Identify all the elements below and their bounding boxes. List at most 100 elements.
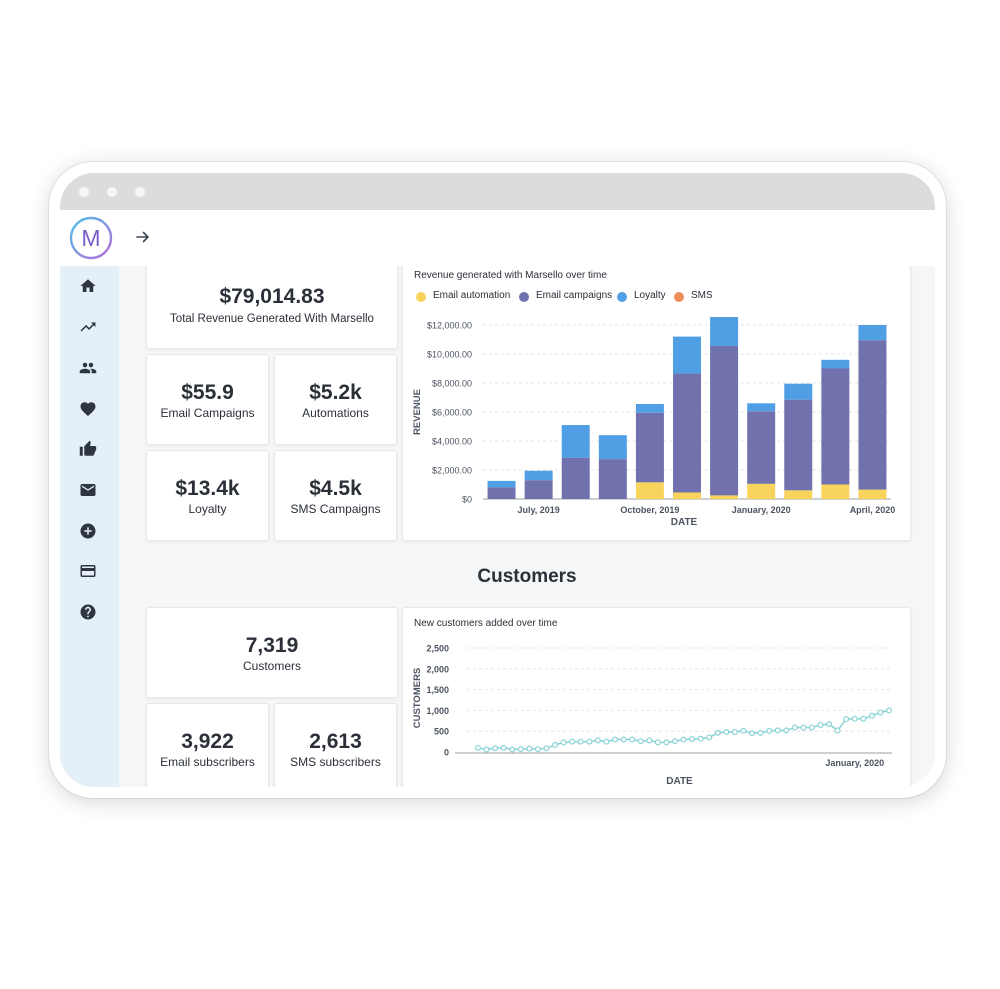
data-point bbox=[877, 709, 884, 716]
data-point bbox=[766, 727, 773, 734]
bar-loyalty bbox=[524, 470, 553, 481]
data-point bbox=[706, 734, 713, 741]
bar-loyalty bbox=[673, 336, 701, 374]
legend-label: Email campaigns bbox=[536, 290, 613, 301]
bar-email-campaigns bbox=[487, 487, 516, 499]
mail-icon[interactable] bbox=[79, 481, 97, 499]
home-icon[interactable] bbox=[79, 277, 97, 295]
customers-total-label: Customers bbox=[242, 659, 301, 673]
customers-section-title: Customers bbox=[477, 566, 577, 587]
data-point bbox=[749, 730, 756, 737]
loyalty-label: Loyalty bbox=[188, 502, 227, 516]
total-revenue-card: $79,014.83 Total Revenue Generated With … bbox=[146, 266, 398, 349]
heart-icon[interactable] bbox=[79, 400, 97, 418]
data-point bbox=[509, 746, 516, 753]
revenue-chart-card: Revenue generated with Marsello over tim… bbox=[402, 266, 911, 541]
people-icon[interactable] bbox=[79, 359, 97, 377]
data-point bbox=[689, 736, 696, 743]
sms-campaigns-card: $4.5k SMS Campaigns bbox=[274, 450, 397, 541]
total-revenue-value: $79,014.83 bbox=[219, 285, 325, 308]
data-point bbox=[868, 712, 875, 719]
data-point bbox=[817, 721, 824, 728]
data-point bbox=[783, 727, 790, 734]
help-icon[interactable] bbox=[79, 603, 97, 621]
y-tick-label: 2,000 bbox=[426, 664, 449, 674]
data-point bbox=[603, 738, 610, 745]
bar-email-campaigns bbox=[635, 412, 664, 483]
data-point bbox=[500, 744, 507, 751]
legend-dot bbox=[519, 292, 529, 302]
y-tick-label: 500 bbox=[434, 727, 449, 737]
app-header: M bbox=[60, 210, 935, 267]
data-point bbox=[808, 724, 815, 731]
thumbs-up-icon[interactable] bbox=[79, 440, 97, 458]
data-point bbox=[620, 736, 627, 743]
data-point bbox=[586, 738, 593, 745]
bar-email-campaigns bbox=[598, 459, 627, 499]
x-tick-label: October, 2019 bbox=[620, 505, 679, 515]
automations-value: $5.2k bbox=[309, 381, 362, 404]
legend-label: Email automation bbox=[433, 290, 511, 301]
loyalty-value: $13.4k bbox=[175, 477, 240, 500]
data-point bbox=[569, 738, 576, 745]
add-circle-icon[interactable] bbox=[79, 522, 97, 540]
credit-card-icon[interactable] bbox=[79, 562, 97, 580]
x-tick-label: January, 2020 bbox=[732, 505, 791, 515]
data-point bbox=[774, 727, 781, 734]
sms-campaigns-value: $4.5k bbox=[309, 477, 362, 500]
data-point bbox=[526, 745, 533, 752]
dashboard-content: $79,014.83 Total Revenue Generated With … bbox=[119, 266, 935, 787]
data-point bbox=[671, 738, 678, 745]
sms-subscribers-label: SMS subscribers bbox=[290, 755, 381, 769]
bar-email-campaigns bbox=[673, 373, 701, 493]
data-point bbox=[757, 729, 764, 736]
data-point bbox=[834, 727, 841, 734]
customers-line bbox=[477, 709, 890, 751]
data-point bbox=[612, 736, 619, 743]
trending-up-icon[interactable] bbox=[79, 318, 97, 336]
bar-loyalty bbox=[747, 403, 776, 412]
bar-email-campaigns bbox=[747, 411, 776, 484]
data-point bbox=[723, 729, 730, 736]
window-chrome bbox=[60, 173, 935, 210]
bar-loyalty bbox=[710, 317, 739, 347]
y-tick-label: $8,000.00 bbox=[432, 379, 472, 389]
bar-email-automation bbox=[821, 484, 850, 499]
bar-loyalty bbox=[821, 359, 850, 369]
bar-loyalty bbox=[561, 425, 590, 458]
data-point bbox=[552, 741, 559, 748]
data-point bbox=[886, 707, 893, 714]
email-campaigns-value: $55.9 bbox=[181, 381, 234, 404]
customers-chart-card: New customers added over time 0 500 1,000 1… bbox=[402, 607, 911, 787]
window-dot-maximize[interactable] bbox=[135, 187, 145, 197]
bar-email-automation bbox=[635, 482, 664, 499]
bar-loyalty bbox=[858, 325, 887, 341]
y-axis-label: CUSTOMERS bbox=[412, 668, 423, 729]
data-point bbox=[483, 746, 490, 753]
data-point bbox=[646, 737, 653, 744]
marsello-logo[interactable]: M bbox=[69, 216, 113, 260]
y-tick-label: $2,000.00 bbox=[432, 466, 472, 476]
y-tick-label: $12,000.00 bbox=[427, 321, 472, 331]
data-point bbox=[577, 738, 584, 745]
bar-email-campaigns bbox=[784, 399, 813, 491]
bar-email-automation bbox=[710, 495, 739, 499]
device-frame: M $79,014.83 Total Revenue Generated Wit… bbox=[49, 162, 946, 798]
revenue-chart-title: Revenue generated with Marsello over tim… bbox=[414, 270, 607, 281]
revenue-chart: $0 $2,000.00 $4,000.00 $6,000.00 $8,000.00 $1… bbox=[412, 317, 895, 528]
data-point bbox=[474, 744, 481, 751]
bar-email-campaigns bbox=[821, 368, 850, 485]
data-point bbox=[534, 746, 541, 753]
data-point bbox=[637, 738, 644, 745]
bar-loyalty bbox=[598, 435, 627, 460]
sms-subscribers-value: 2,613 bbox=[309, 730, 362, 753]
y-tick-label: 2,500 bbox=[426, 644, 449, 654]
arrow-right-icon[interactable] bbox=[134, 228, 152, 246]
data-point bbox=[680, 736, 687, 743]
bar-loyalty bbox=[487, 480, 516, 488]
bar-email-automation bbox=[858, 489, 887, 499]
email-subscribers-label: Email subscribers bbox=[160, 755, 255, 769]
window-dot-minimize[interactable] bbox=[107, 187, 117, 197]
customers-chart-title: New customers added over time bbox=[414, 618, 558, 629]
window-dot-close[interactable] bbox=[79, 187, 89, 197]
